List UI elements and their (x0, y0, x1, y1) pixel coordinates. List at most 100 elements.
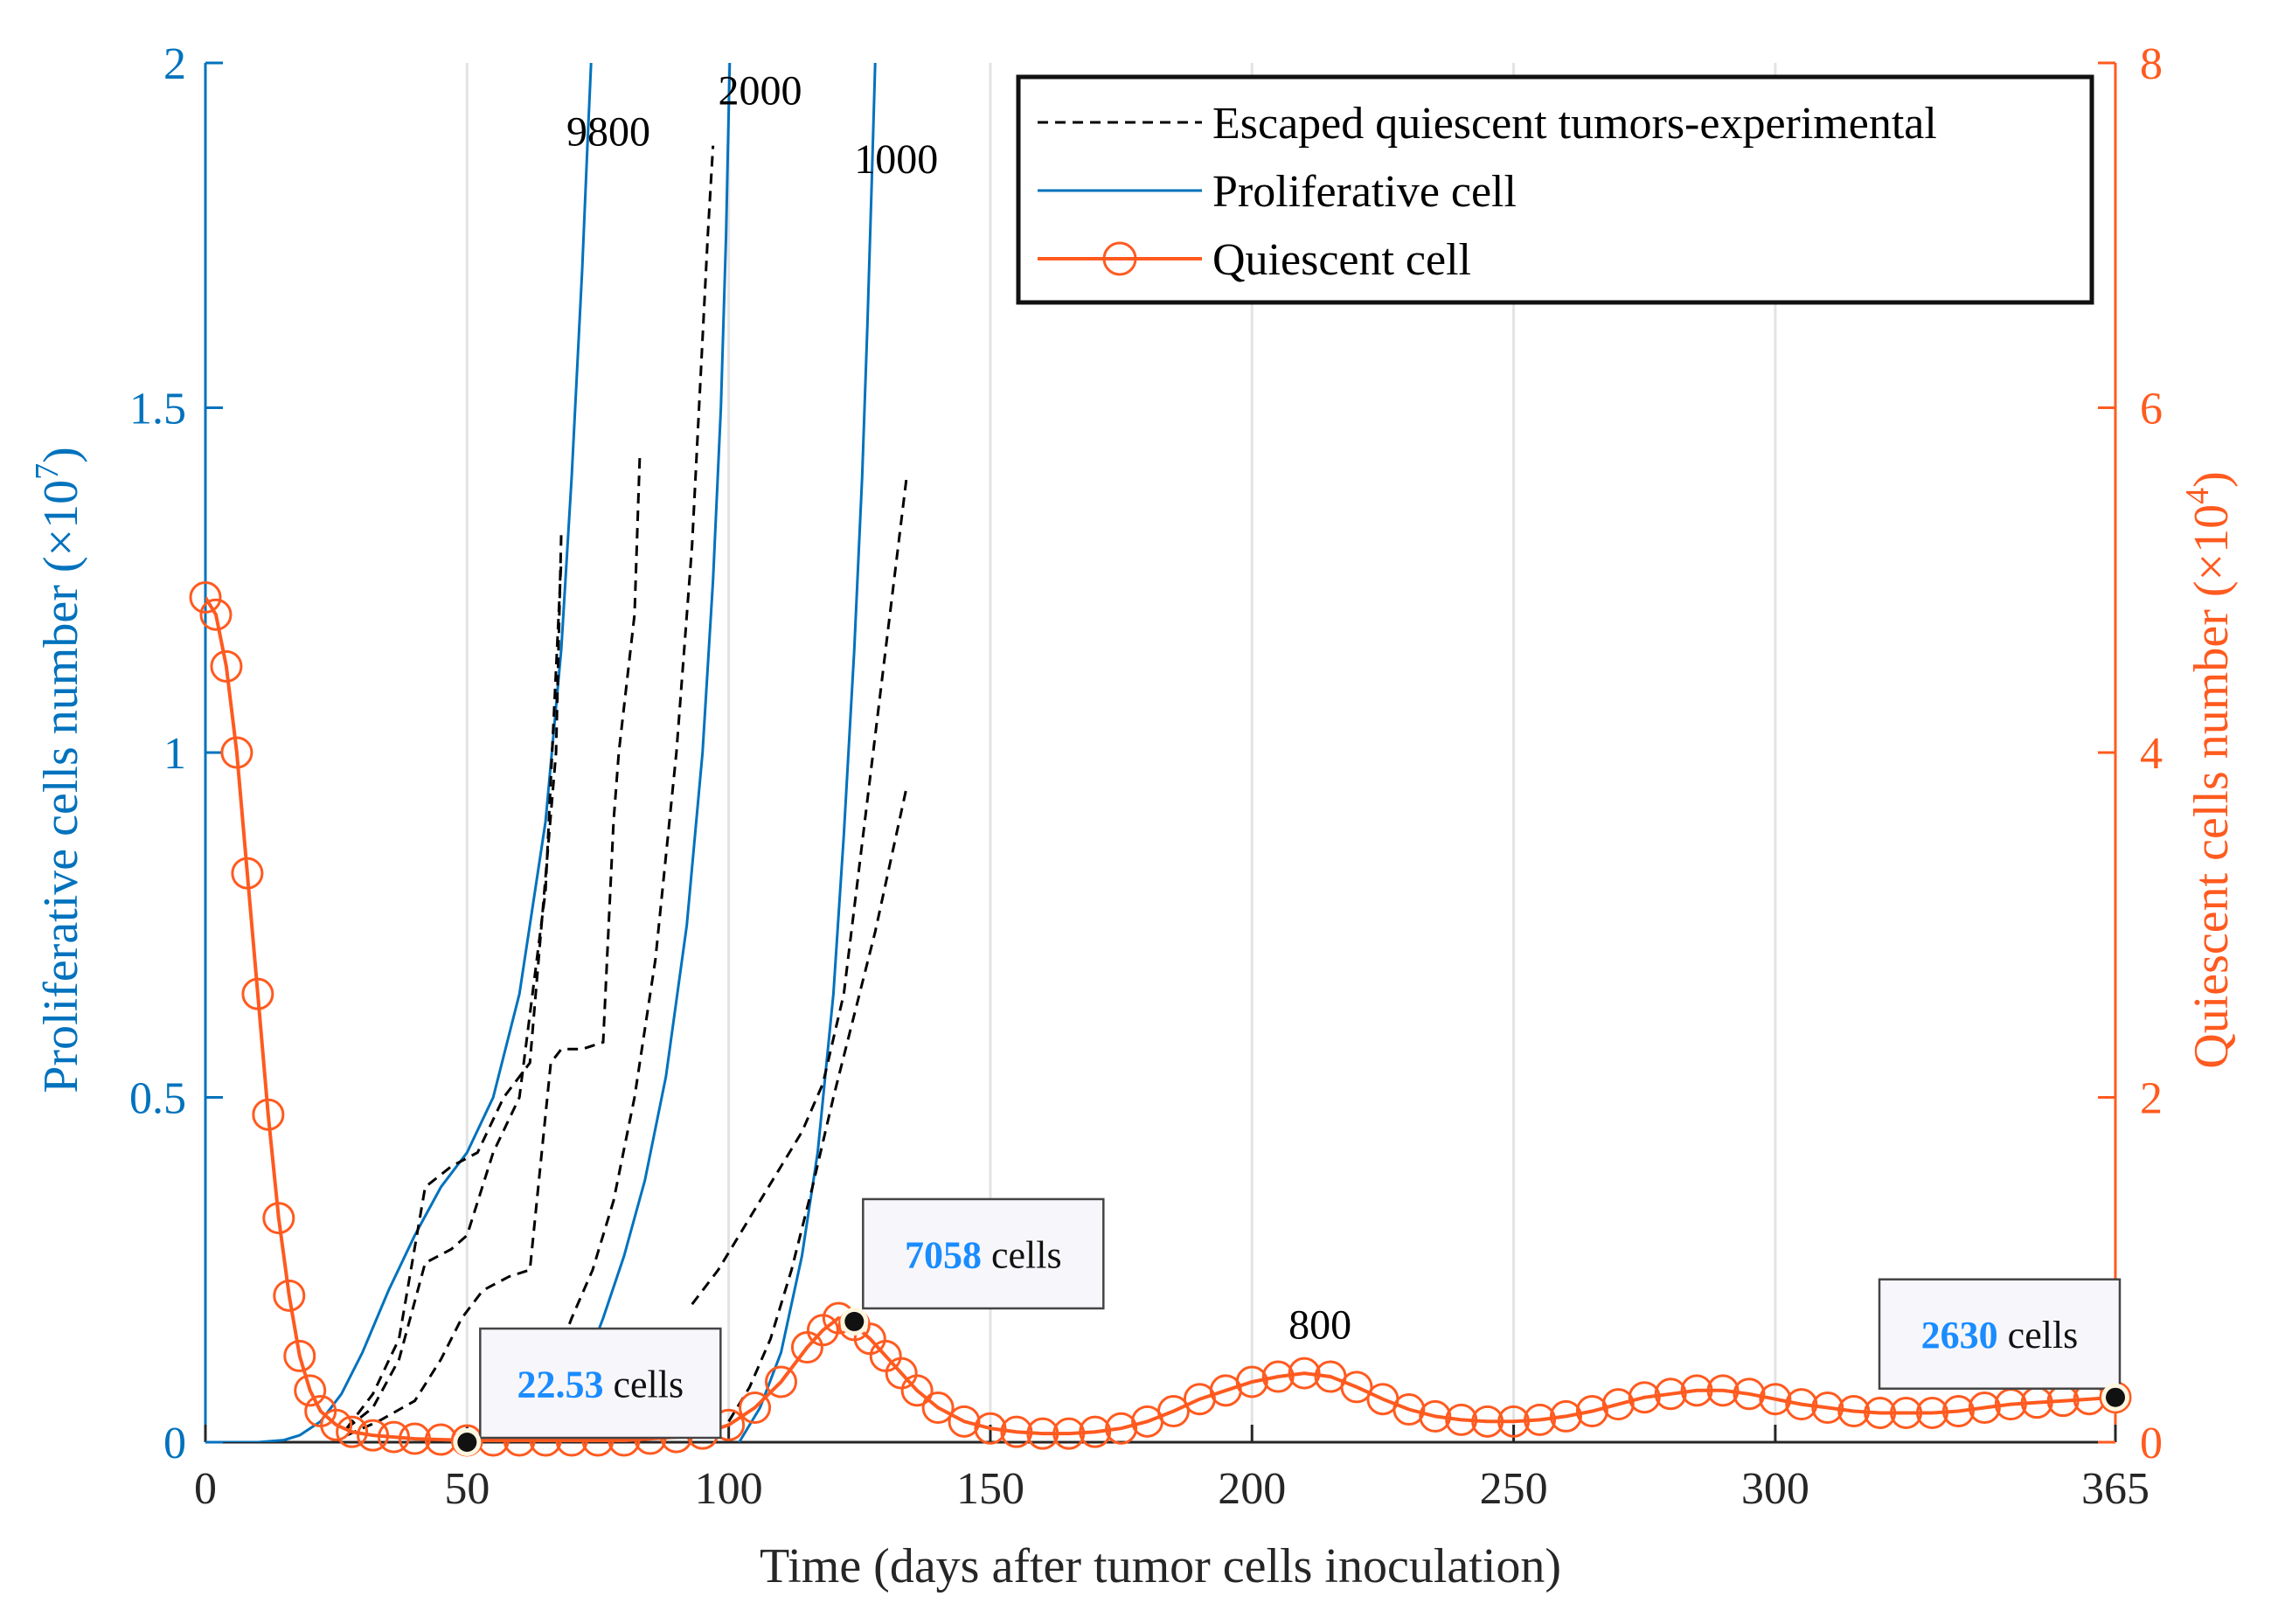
datatip-unit: cells (613, 1364, 684, 1406)
series-line-experimental (508, 145, 715, 1430)
legend-label-1: Escaped quiescent tumors-experimental (1212, 99, 1937, 149)
legend: Escaped quiescent tumors-experimental Pro… (1016, 74, 2094, 305)
quiescent-point (294, 1374, 327, 1407)
datatip-marker (457, 1433, 477, 1452)
quiescent-point (320, 1408, 353, 1441)
quiescent-point (273, 1279, 306, 1312)
datatip-box (1878, 1278, 2122, 1390)
quiescent-point (1759, 1383, 1792, 1416)
quiescent-point (1340, 1371, 1373, 1404)
y-right-tick-label: 6 (2140, 385, 2163, 434)
x-axis-title: Time (days after tumor cells inoculation… (760, 1539, 1561, 1593)
quiescent-point (1549, 1399, 1582, 1433)
quiescent-point (1524, 1403, 1557, 1436)
quiescent-point (1288, 1357, 1321, 1390)
quiescent-point (189, 580, 222, 614)
quiescent-point (283, 1339, 316, 1372)
y-left-title-exp: 7 (29, 463, 66, 480)
x-tick-label: 200 (1218, 1464, 1286, 1514)
quiescent-point (1915, 1396, 1948, 1429)
quiescent-point (1575, 1394, 1608, 1427)
quiescent-point (1156, 1394, 1190, 1427)
quiescent-point (1261, 1360, 1295, 1393)
quiescent-point (1471, 1405, 1504, 1438)
quiescent-point (739, 1392, 772, 1425)
datatip-text: 7058 cells (905, 1233, 1062, 1276)
datatip-box (479, 1327, 722, 1440)
quiescent-point (1419, 1399, 1452, 1433)
y-left-tick-label: 0 (163, 1419, 186, 1468)
quiescent-point (1445, 1403, 1478, 1436)
quiescent-point (220, 736, 253, 769)
x-tick-label: 0 (194, 1464, 217, 1514)
quiescent-point (1680, 1374, 1713, 1407)
curve-label-2000: 2000 (719, 67, 802, 114)
datatip-text: 2630 cells (1921, 1314, 2079, 1357)
y-left-tick-label: 0.5 (129, 1074, 186, 1124)
datatip-unit: cells (2008, 1314, 2079, 1357)
quiescent-point (1628, 1381, 1661, 1414)
series-line-proliferative (738, 63, 877, 1442)
y-right-tick-label: 0 (2140, 1419, 2163, 1468)
quiescent-point (1706, 1374, 1740, 1407)
series-line-experimental (727, 787, 908, 1423)
datatip-unit: cells (991, 1233, 1062, 1276)
quiescent-point (262, 1202, 295, 1235)
x-tick-label: 150 (956, 1464, 1024, 1514)
datatip-value: 22.53 (517, 1364, 603, 1406)
series-line-experimental (691, 476, 908, 1306)
datatip-spacer (603, 1364, 613, 1406)
datatip-marker (844, 1311, 865, 1331)
quiescent-point (1785, 1388, 1818, 1421)
quiescent-point (231, 857, 264, 890)
legend-label-3: Quiescent cell (1212, 235, 1471, 285)
quiescent-point (1811, 1392, 1844, 1425)
datatip-value: 7058 (905, 1233, 982, 1276)
quiescent-point (336, 1415, 369, 1448)
quiescent-point (1235, 1365, 1268, 1398)
x-tick-label: 250 (1480, 1464, 1548, 1514)
quiescent-point (1837, 1394, 1871, 1427)
quiescent-point (398, 1422, 431, 1455)
quiescent-point (252, 1098, 285, 1131)
curve-label-9800: 9800 (566, 109, 650, 156)
quiescent-point (1000, 1415, 1033, 1448)
quiescent-point (948, 1405, 981, 1438)
quiescent-point (199, 598, 233, 631)
curve-labels: 9800 2000 1000 800 (566, 67, 1351, 1348)
axes: 0 50 100 150 200 250 300 36500.511.5202468Time … (29, 39, 2239, 1593)
series-line-experimental (345, 559, 563, 1430)
quiescent-point (378, 1420, 411, 1454)
quiescent-point (900, 1374, 934, 1407)
series-line-quiescent (205, 596, 2115, 1442)
y-left-tick-label: 2 (163, 39, 186, 89)
curve-label-800: 800 (1288, 1302, 1351, 1349)
quiescent-point (764, 1365, 797, 1398)
series-group (189, 63, 2132, 1457)
y-left-title-close: ) (34, 447, 88, 463)
quiescent-point (921, 1392, 955, 1425)
y-right-tick-label: 4 (2140, 729, 2163, 779)
datatip-box (862, 1197, 1105, 1310)
quiescent-point (1079, 1415, 1112, 1448)
curve-label-1000: 1000 (854, 136, 938, 183)
quiescent-point (1392, 1393, 1426, 1426)
quiescent-point (1968, 1392, 2001, 1425)
x-tick-label: 50 (444, 1464, 490, 1514)
quiescent-point (241, 977, 274, 1010)
datatip-spacer (1998, 1314, 2008, 1357)
quiescent-point (1941, 1394, 1975, 1427)
y-left-tick-label: 1.5 (129, 385, 186, 434)
x-tick-label: 365 (2081, 1464, 2150, 1514)
legend-label-2: Proliferative cell (1212, 167, 1517, 217)
quiescent-point (1733, 1378, 1766, 1411)
y-right-title-exp: 4 (2179, 488, 2216, 504)
datatip-value: 2630 (1921, 1314, 1998, 1357)
y-right-tick-label: 8 (2140, 39, 2163, 89)
quiescent-point (1052, 1417, 1086, 1450)
legend-marker (1102, 241, 1137, 276)
quiescent-point (1654, 1378, 1687, 1411)
quiescent-point (1026, 1417, 1059, 1450)
datatip-marker (2106, 1387, 2125, 1407)
y-right-title-main: Quiescent cells number (×10 (2184, 504, 2239, 1069)
